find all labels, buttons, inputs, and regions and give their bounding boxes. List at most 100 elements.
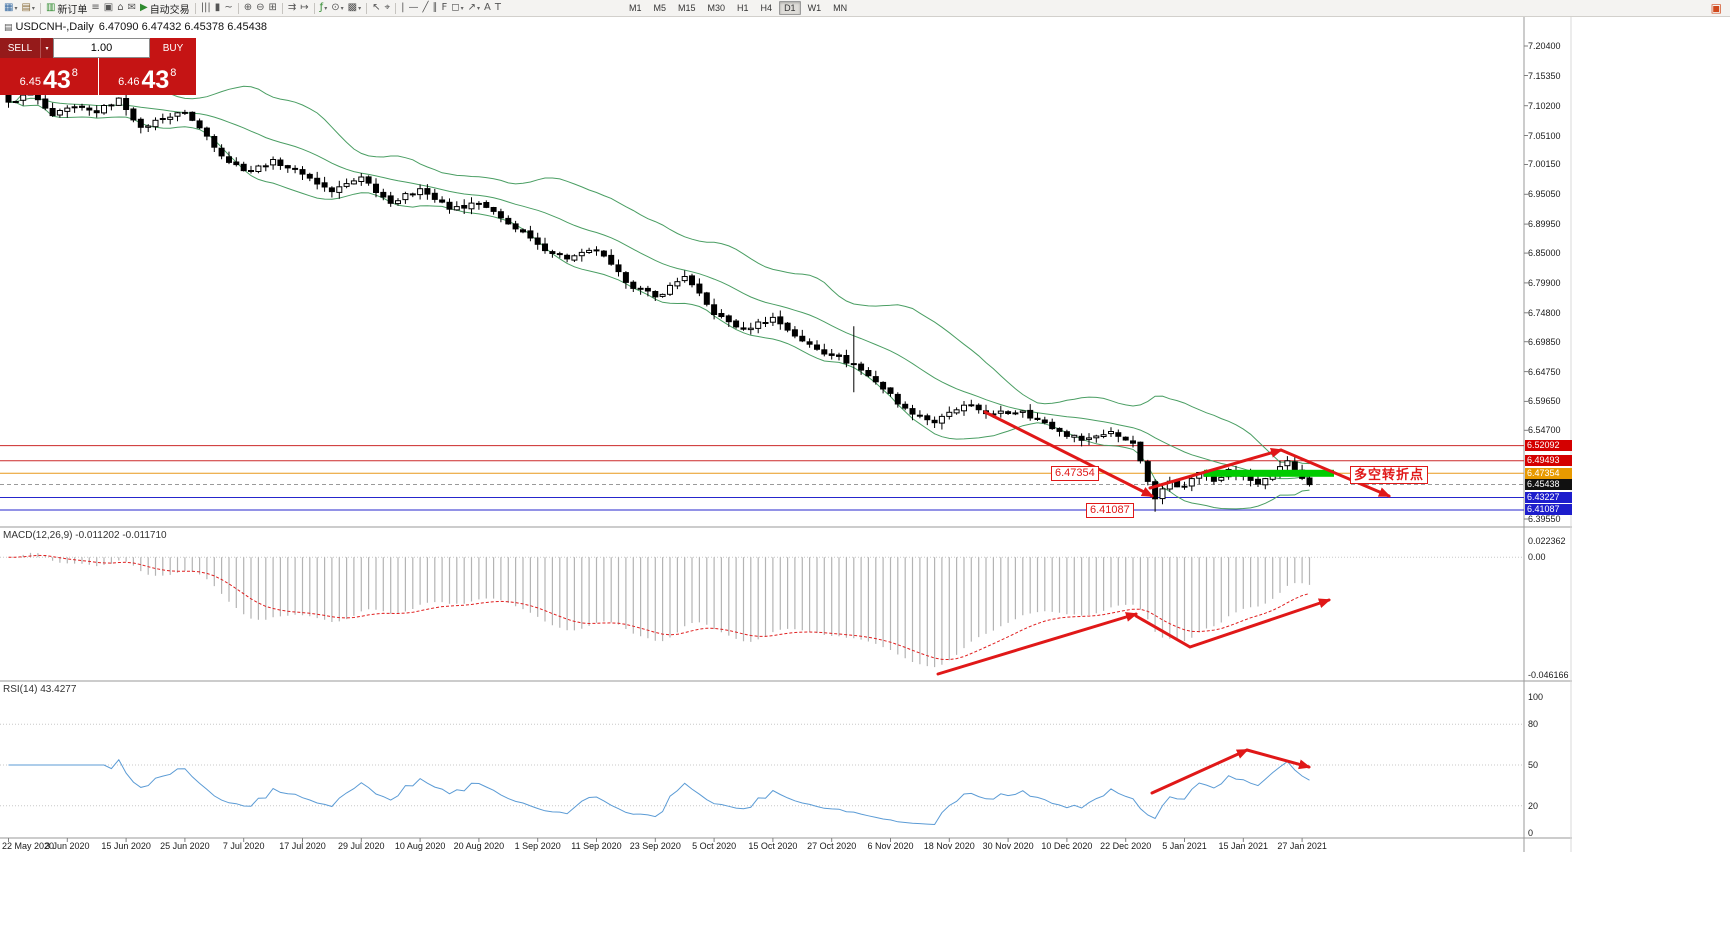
bar-chart-mode-icon: ||| xyxy=(200,2,211,13)
market-watch-icon: ≡ xyxy=(91,2,100,13)
tile-windows-button[interactable]: ⊞ xyxy=(266,1,278,16)
panel-separators xyxy=(0,17,1572,852)
text-tool-button[interactable]: A xyxy=(482,1,493,16)
notifications-icon[interactable]: ▣ xyxy=(1710,1,1722,15)
timeframe-h4-button[interactable]: H4 xyxy=(760,3,773,13)
toolbar-separator xyxy=(39,2,41,14)
indicators-button[interactable]: ƒ ▾ xyxy=(318,1,330,16)
data-window-button[interactable]: ▣ xyxy=(102,1,115,16)
trend-arrows-main[interactable] xyxy=(983,410,1391,498)
rsi-indicator xyxy=(0,723,1524,826)
toolbar: ▦ ▾ ▤ ▾ ▥ 新订单 ≡ ▣ ⌂ ✉ ▶ 自动交易 ||| ▮ ~ ⊕ ⊖ ⊞ ⇉ ↦ ƒ ▾ ⊙ ▾ ▩ ▾ ↖ ⌖ | — ╱ ∥ F… xyxy=(0,0,1730,17)
arrows-tool-button[interactable]: ↗ ▾ xyxy=(466,1,482,16)
crosshair-button[interactable]: ⌖ xyxy=(382,1,392,16)
price-annotation-647354[interactable]: 6.47354 xyxy=(1051,466,1099,481)
rsi-header: RSI(14) 43.4277 xyxy=(3,684,77,695)
order-type-dropdown[interactable]: ▾ xyxy=(40,38,53,58)
shapes-dropdown-icon[interactable]: ▾ xyxy=(460,5,464,12)
cursor-icon: ↖ xyxy=(372,2,381,13)
autotrading-button[interactable]: ▶ 自动交易 xyxy=(138,1,192,16)
price-annotation-641087[interactable]: 6.41087 xyxy=(1086,503,1134,518)
bar-chart-mode-button[interactable]: ||| xyxy=(199,1,213,16)
green-highlight-bar[interactable] xyxy=(1204,469,1334,477)
timeframe-mn-button[interactable]: MN xyxy=(833,3,848,13)
arrows-tool-dropdown-icon[interactable]: ▾ xyxy=(477,5,481,12)
periods-dropdown-icon[interactable]: ▾ xyxy=(340,5,344,12)
text-tool-icon: A xyxy=(484,2,491,13)
new-chart-dropdown-icon[interactable]: ▾ xyxy=(14,5,18,12)
timeframe-m1-button[interactable]: M1 xyxy=(628,3,642,13)
timeframe-m5-button[interactable]: M5 xyxy=(653,3,666,13)
sell-button[interactable]: SELL xyxy=(0,38,40,58)
zoom-out-button[interactable]: ⊖ xyxy=(254,1,266,16)
fibonacci-icon: F xyxy=(441,2,448,13)
candlestick-mode-button[interactable]: ▮ xyxy=(213,1,223,16)
templates-dropdown-icon[interactable]: ▾ xyxy=(358,5,362,12)
vertical-line-button[interactable]: | xyxy=(399,1,406,16)
candlestick-mode-icon: ▮ xyxy=(214,2,221,13)
crosshair-icon: ⌖ xyxy=(384,2,391,13)
zoom-in-icon: ⊕ xyxy=(243,2,253,13)
symbol-period-label: USDCNH-,Daily xyxy=(15,21,94,33)
periods-button[interactable]: ⊙ ▾ xyxy=(329,1,345,16)
chart-info-line: ▤ USDCNH-,Daily 6.47090 6.47432 6.45378 6.… xyxy=(4,21,267,33)
new-chart-button[interactable]: ▦ ▾ xyxy=(2,1,19,16)
fibonacci-button[interactable]: F xyxy=(440,1,450,16)
tile-windows-icon: ⊞ xyxy=(268,2,277,13)
data-window-icon: ▣ xyxy=(103,2,114,13)
line-chart-mode-icon: ~ xyxy=(224,2,233,13)
timeframe-m15-button[interactable]: M15 xyxy=(678,3,696,13)
turning-point-label[interactable]: 多空转折点 xyxy=(1350,466,1429,484)
trendline-button[interactable]: ╱ xyxy=(420,1,430,16)
chart-profiles-button[interactable]: ▤ ▾ xyxy=(19,1,36,16)
sell-price-prefix: 6.45 xyxy=(19,76,41,88)
chart-context-icon[interactable]: ▤ xyxy=(4,23,13,33)
line-chart-mode-button[interactable]: ~ xyxy=(222,1,234,16)
new-order-icon: ▥ xyxy=(45,2,56,13)
bollinger-bands xyxy=(8,85,1310,510)
templates-button[interactable]: ▩ ▾ xyxy=(346,1,363,16)
timeframe-m30-button[interactable]: M30 xyxy=(707,3,726,13)
chart-shift-button[interactable]: ↦ xyxy=(298,1,310,16)
text-label-button[interactable]: T xyxy=(493,1,503,16)
trend-arrows-macd[interactable] xyxy=(936,598,1331,676)
buy-button[interactable]: BUY xyxy=(150,38,196,58)
new-order-label: 新订单 xyxy=(57,4,88,16)
equidistant-channel-button[interactable]: ∥ xyxy=(431,1,440,16)
sell-price-point: 8 xyxy=(71,67,78,79)
auto-scroll-button[interactable]: ⇉ xyxy=(286,1,298,16)
toolbar-separator xyxy=(366,2,368,14)
volume-input[interactable] xyxy=(53,38,150,58)
templates-icon: ▩ xyxy=(347,2,358,13)
buy-price-prefix: 6.46 xyxy=(118,76,140,88)
market-watch-button[interactable]: ≡ xyxy=(89,1,101,16)
sell-price-button[interactable]: 6.45 43 8 xyxy=(0,58,98,95)
buy-price-point: 8 xyxy=(170,67,177,79)
trend-arrows-rsi[interactable] xyxy=(1150,748,1311,795)
shapes-button[interactable]: ◻ ▾ xyxy=(449,1,465,16)
autotrading-label: 自动交易 xyxy=(149,4,190,16)
indicators-dropdown-icon[interactable]: ▾ xyxy=(324,5,328,12)
horizontal-line-button[interactable]: — xyxy=(406,1,420,16)
navigator-button[interactable]: ⌂ xyxy=(115,1,125,16)
toolbar-separator xyxy=(194,2,196,14)
timeframe-w1-button[interactable]: W1 xyxy=(807,3,822,13)
chart-profiles-dropdown-icon[interactable]: ▾ xyxy=(31,5,35,12)
buy-price-digits: 43 xyxy=(141,65,170,94)
new-chart-icon: ▦ xyxy=(4,2,14,13)
toolbar-separator xyxy=(281,2,283,14)
cursor-button[interactable]: ↖ xyxy=(370,1,382,16)
new-order-button[interactable]: ▥ 新订单 xyxy=(44,1,89,16)
trendline-icon: ╱ xyxy=(422,2,429,13)
ohlc-values: 6.47090 6.47432 6.45378 6.45438 xyxy=(98,21,267,33)
buy-price-button[interactable]: 6.46 43 8 xyxy=(98,58,196,95)
text-label-icon: T xyxy=(494,2,501,13)
timeframe-h1-button[interactable]: H1 xyxy=(737,3,749,13)
axis-ticks xyxy=(8,45,1528,842)
timeframe-d1-button[interactable]: D1 xyxy=(779,1,801,15)
terminal-button[interactable]: ✉ xyxy=(126,1,138,16)
arrows-tool-icon: ↗ xyxy=(467,2,476,13)
periods-icon: ⊙ xyxy=(331,2,340,13)
zoom-in-button[interactable]: ⊕ xyxy=(242,1,254,16)
